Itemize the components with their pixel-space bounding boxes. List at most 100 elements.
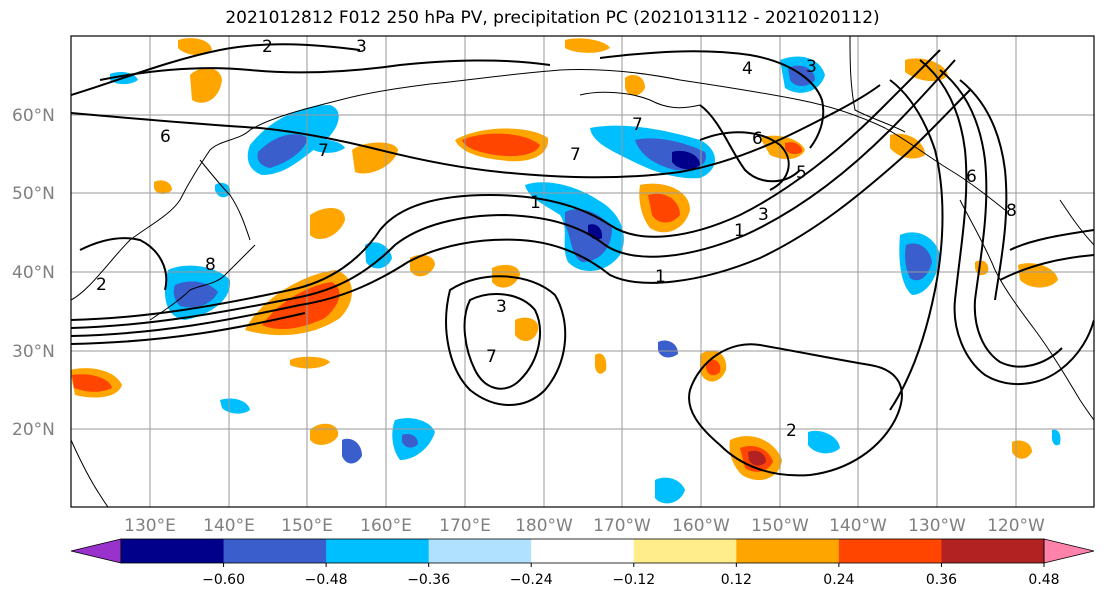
precip-negative-region <box>905 243 932 281</box>
colorbar-segment <box>838 539 942 563</box>
precip-positive-region <box>890 133 925 159</box>
precip-positive-region <box>648 193 680 223</box>
lat-tick-label: 20°N <box>12 420 55 440</box>
lon-tick-label: 150°E <box>281 516 333 536</box>
lat-tick-label: 50°N <box>12 184 55 204</box>
colorbar-segment <box>633 539 737 563</box>
lon-tick-label: 150°W <box>751 516 809 536</box>
colorbar: −0.60 −0.48 −0.36 −0.24 −0.12 0.12 0.24 0.36 0.4… <box>70 538 1095 588</box>
precip-negative-region <box>342 438 362 464</box>
precip-positive-region <box>290 356 330 369</box>
colorbar-segment <box>223 539 327 563</box>
contour-label: 3 <box>496 297 507 317</box>
contour-label: 1 <box>734 221 745 241</box>
lon-tick-label: 160°E <box>360 516 412 536</box>
precip-positive-region <box>190 68 222 103</box>
lon-tick-label: 180°W <box>515 516 573 536</box>
precip-negative-region <box>655 477 685 504</box>
precip-negative-region <box>1051 429 1061 446</box>
colorbar-segment <box>326 539 430 563</box>
colorbar-tick-label: −0.24 <box>510 572 553 588</box>
precip-negative-region <box>808 430 840 454</box>
precip-negative-region <box>173 281 218 308</box>
precip-negative-region <box>402 434 418 448</box>
lon-tick-label: 140°E <box>203 516 255 536</box>
contour-label: 8 <box>205 255 216 275</box>
colorbar-tick-label: 0.48 <box>1028 572 1059 588</box>
lat-tick-label: 40°N <box>12 263 55 283</box>
lat-axis: 60°N 50°N 40°N 30°N 20°N <box>12 106 55 440</box>
lon-tick-label: 170°E <box>439 516 491 536</box>
colorbar-tick-label: 0.36 <box>926 572 957 588</box>
lon-tick-label: 120°W <box>987 516 1045 536</box>
precip-anomaly-shading <box>71 38 1061 504</box>
precip-negative-region <box>565 209 612 262</box>
colorbar-tick-label: −0.48 <box>305 572 348 588</box>
contour-label: 7 <box>486 347 497 367</box>
precip-negative-region <box>215 182 231 198</box>
graticule <box>71 36 1094 507</box>
contour-label: 6 <box>160 127 171 147</box>
precip-negative-region <box>365 242 392 269</box>
colorbar-outline <box>120 538 1045 564</box>
contour-label: 2 <box>786 421 797 441</box>
contour-label: 1 <box>655 267 666 287</box>
lat-tick-label: 30°N <box>12 342 55 362</box>
precip-positive-region <box>594 353 607 374</box>
precip-positive-region <box>625 75 645 96</box>
contour-label: 3 <box>356 37 367 57</box>
colorbar-segment <box>736 539 840 563</box>
colorbar-extend-low <box>70 538 122 564</box>
precip-positive-region <box>565 38 610 53</box>
precip-positive-region <box>785 142 803 155</box>
precip-positive-region <box>410 254 435 277</box>
colorbar-segment <box>531 539 635 563</box>
precip-positive-region <box>462 133 540 157</box>
lon-tick-label: 130°E <box>124 516 176 536</box>
contour-label: 3 <box>758 205 769 225</box>
coastlines <box>71 36 1094 507</box>
precip-positive-region <box>706 359 721 376</box>
colorbar-tick-label: 0.24 <box>823 572 854 588</box>
colorbar-tick-label: −0.60 <box>202 572 245 588</box>
lat-tick-label: 60°N <box>12 106 55 126</box>
map-title: 2021012812 F012 250 hPa PV, precipitatio… <box>225 8 880 28</box>
precip-positive-region <box>310 208 345 240</box>
contour-label: 7 <box>570 145 581 165</box>
precip-positive-region <box>515 317 539 342</box>
contour-label: 8 <box>1006 201 1017 221</box>
colorbar-extend-high <box>1043 538 1095 564</box>
precip-negative-region <box>672 150 700 170</box>
contour-label: 2 <box>262 37 273 57</box>
colorbar-tick-label: 0.12 <box>721 572 752 588</box>
lon-tick-label: 170°W <box>593 516 651 536</box>
colorbar-segment <box>428 539 532 563</box>
contour-label: 4 <box>742 59 753 79</box>
pv-contour-labels: 2 3 4 3 6 7 7 7 1 1 1 2 3 8 3 2 6 8 5 6 … <box>96 37 1017 441</box>
contour-label: 5 <box>796 163 807 183</box>
contour-label: 6 <box>966 167 977 187</box>
lon-tick-label: 130°W <box>908 516 966 536</box>
contour-label: 3 <box>806 57 817 77</box>
lon-tick-label: 160°W <box>672 516 730 536</box>
contour-label: 7 <box>318 141 329 161</box>
precip-positive-region <box>178 38 212 56</box>
colorbar-tick-label: −0.36 <box>407 572 450 588</box>
map-frame <box>70 35 1095 508</box>
contour-label: 1 <box>530 193 541 213</box>
colorbar-segment <box>941 539 1045 563</box>
lon-tick-label: 140°W <box>829 516 887 536</box>
precip-negative-region <box>310 139 345 153</box>
precip-negative-region <box>257 134 308 168</box>
precip-positive-region <box>748 450 766 466</box>
contour-label: 6 <box>752 129 763 149</box>
colorbar-tick-label: −0.12 <box>612 572 655 588</box>
precip-negative-region <box>658 340 678 358</box>
precip-positive-region <box>154 180 172 194</box>
precip-positive-region <box>1012 440 1032 459</box>
colorbar-segment <box>121 539 225 563</box>
precip-negative-region <box>220 398 250 414</box>
contour-label: 7 <box>632 115 643 135</box>
contour-label: 2 <box>96 275 107 295</box>
